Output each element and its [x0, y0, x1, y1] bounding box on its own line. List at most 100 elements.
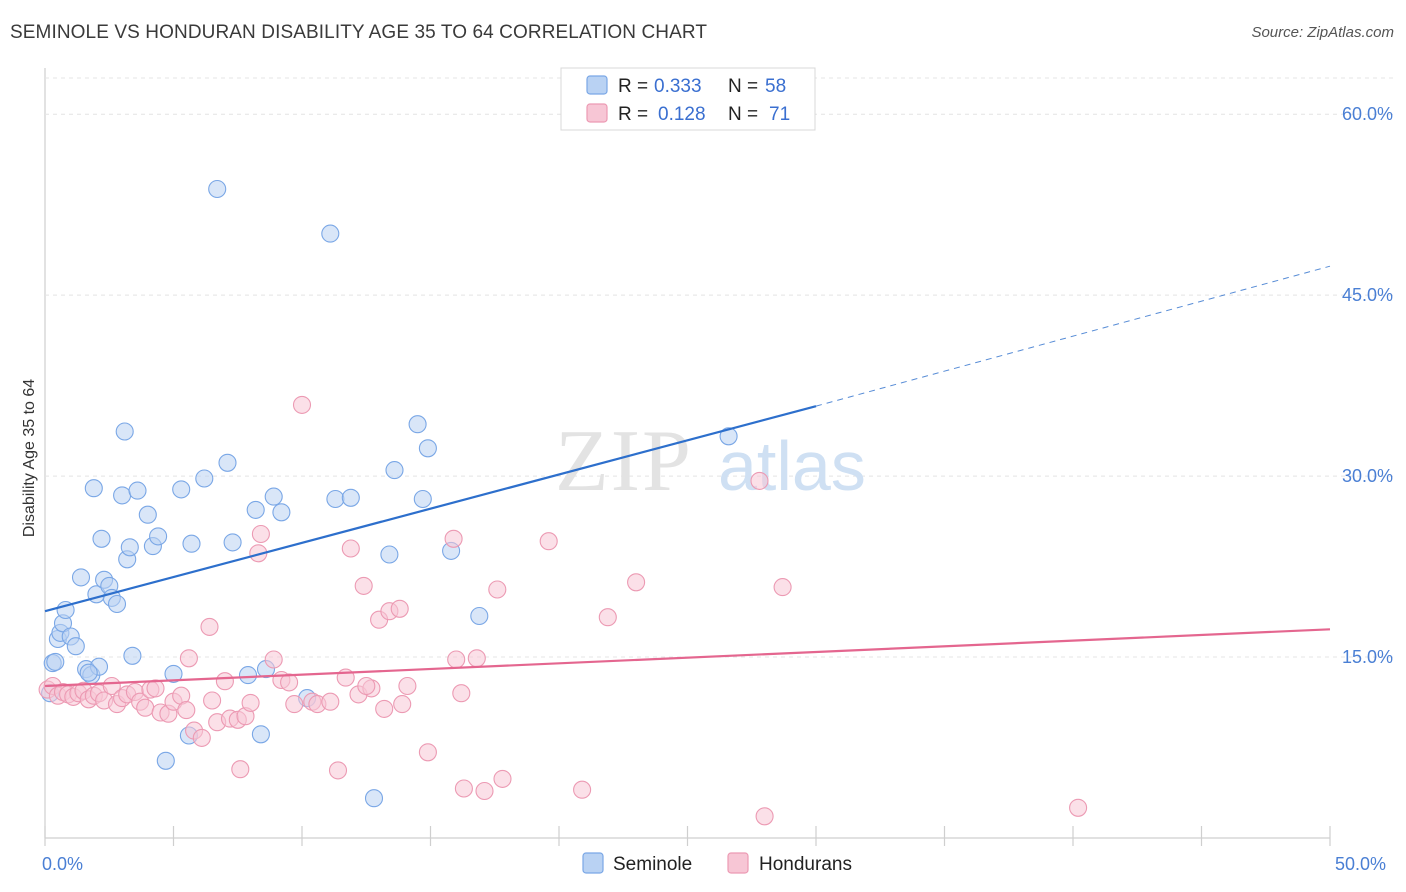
- trend-line-seminole: [44, 405, 817, 613]
- point-hondurans: [231, 760, 250, 779]
- point-hondurans: [285, 695, 304, 714]
- y-tick-label: 45.0%: [1342, 285, 1393, 305]
- point-hondurans: [292, 395, 312, 414]
- point-hondurans: [398, 676, 417, 696]
- point-seminole: [326, 489, 345, 509]
- point-seminole: [251, 725, 270, 744]
- bottom-legend-swatch-seminole: [582, 852, 604, 874]
- point-hondurans: [493, 769, 512, 788]
- legend-swatch-seminole: [586, 75, 608, 95]
- point-hondurans: [136, 698, 155, 717]
- trend-extension-seminole: [815, 265, 1331, 407]
- chart-title: SEMINOLE VS HONDURAN DISABILITY AGE 35 T…: [10, 22, 708, 43]
- legend-n-label-1: N =: [728, 76, 758, 97]
- bottom-legend-label-hondurans: Hondurans: [759, 854, 852, 875]
- legend: R = 0.333 N = 58 R = 0.128 N = 71: [560, 67, 816, 131]
- point-seminole: [172, 480, 191, 499]
- point-seminole: [413, 489, 432, 509]
- point-seminole: [113, 486, 132, 505]
- point-seminole: [156, 751, 175, 770]
- point-hondurans: [328, 761, 348, 780]
- point-hondurans: [467, 649, 486, 668]
- y-tick-labels: 15.0% 30.0% 45.0% 60.0%: [1342, 104, 1393, 667]
- point-seminole: [195, 469, 214, 488]
- x-tick-marks: [44, 826, 1331, 846]
- legend-r-label-2: R =: [618, 104, 648, 125]
- point-seminole: [380, 545, 399, 564]
- trend-line-hondurans: [44, 628, 1331, 688]
- point-seminole: [115, 422, 134, 441]
- legend-r-value-1: 0.333: [654, 76, 702, 97]
- point-hondurans: [375, 699, 394, 718]
- point-hondurans: [264, 650, 283, 669]
- point-hondurans: [357, 676, 376, 696]
- point-seminole: [128, 481, 147, 500]
- bottom-legend: Seminole Hondurans: [582, 852, 852, 875]
- point-seminole: [264, 487, 283, 506]
- trend-lines: [44, 265, 1331, 688]
- point-hondurans: [627, 573, 646, 592]
- point-seminole: [385, 461, 404, 480]
- legend-r-label-1: R =: [618, 76, 648, 97]
- point-seminole: [408, 415, 427, 434]
- point-seminole: [138, 505, 157, 524]
- point-hondurans: [573, 780, 592, 799]
- point-seminole: [71, 568, 91, 587]
- point-hondurans: [454, 779, 473, 798]
- point-hondurans: [393, 695, 412, 714]
- point-hondurans: [341, 539, 360, 558]
- point-hondurans: [488, 580, 507, 599]
- point-seminole: [123, 646, 142, 665]
- point-hondurans: [203, 691, 222, 710]
- point-hondurans: [280, 673, 299, 692]
- point-hondurans: [102, 676, 121, 696]
- point-seminole: [719, 427, 738, 446]
- x-tick-label-min: 0.0%: [42, 854, 83, 874]
- bottom-legend-swatch-hondurans: [727, 852, 749, 874]
- point-hondurans: [452, 684, 471, 703]
- point-hondurans: [146, 679, 165, 698]
- y-axis-label: Disability Age 35 to 64: [21, 379, 38, 537]
- point-seminole: [149, 527, 168, 546]
- y-tick-label: 15.0%: [1342, 647, 1393, 667]
- point-hondurans: [418, 743, 437, 762]
- point-seminole: [92, 529, 111, 548]
- legend-n-value-2: 71: [769, 104, 790, 125]
- y-tick-label: 60.0%: [1342, 104, 1393, 124]
- point-seminole: [66, 637, 85, 656]
- point-seminole: [418, 439, 437, 458]
- point-seminole: [321, 224, 340, 243]
- point-hondurans: [598, 608, 617, 627]
- point-hondurans: [215, 672, 234, 691]
- point-hondurans: [444, 529, 463, 548]
- point-seminole: [470, 606, 489, 626]
- point-hondurans: [539, 532, 558, 551]
- point-hondurans: [354, 576, 373, 595]
- point-hondurans: [321, 692, 340, 711]
- point-hondurans: [390, 599, 409, 618]
- point-hondurans: [192, 728, 211, 747]
- point-seminole: [208, 179, 227, 199]
- point-seminole: [246, 500, 265, 519]
- point-hondurans: [475, 781, 494, 801]
- point-hondurans: [241, 693, 260, 712]
- source-label: Source: ZipAtlas.com: [1251, 24, 1394, 41]
- point-hondurans: [179, 649, 198, 668]
- point-seminole: [46, 652, 65, 671]
- watermark-atlas: atlas: [718, 427, 866, 505]
- point-hondurans: [750, 471, 769, 490]
- point-seminole: [120, 538, 139, 557]
- point-seminole: [84, 479, 103, 498]
- point-seminole: [107, 594, 127, 614]
- legend-r-value-2: 0.128: [658, 104, 706, 125]
- point-seminole: [341, 488, 360, 507]
- point-seminole: [238, 666, 258, 685]
- point-hondurans: [177, 701, 196, 720]
- point-hondurans: [773, 578, 792, 597]
- watermark-zip: ZIP: [555, 413, 693, 510]
- legend-n-label-2: N =: [728, 104, 758, 125]
- point-seminole: [223, 533, 242, 552]
- point-seminole: [182, 534, 201, 553]
- x-tick-label-max: 50.0%: [1335, 854, 1386, 874]
